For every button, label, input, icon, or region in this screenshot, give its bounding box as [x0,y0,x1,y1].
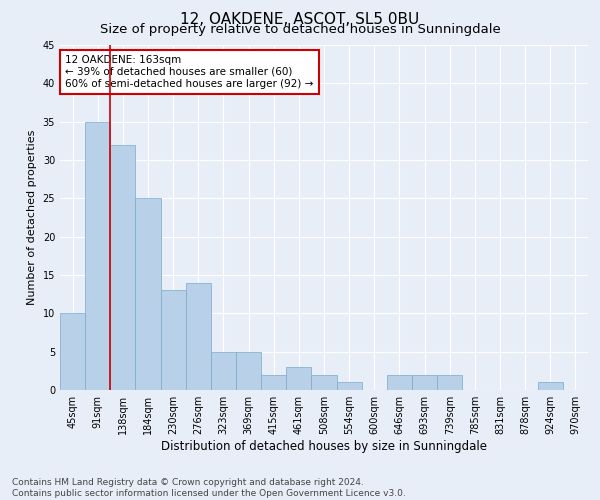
Bar [211,352,236,390]
X-axis label: Distribution of detached houses by size in Sunningdale: Distribution of detached houses by size … [161,440,487,453]
Bar [236,352,261,390]
Bar [186,282,211,390]
Bar [311,374,337,390]
Bar [412,374,437,390]
Bar [85,122,110,390]
Bar [110,144,136,390]
Bar [136,198,161,390]
Text: Size of property relative to detached houses in Sunningdale: Size of property relative to detached ho… [100,22,500,36]
Y-axis label: Number of detached properties: Number of detached properties [27,130,37,305]
Bar [286,367,311,390]
Bar [538,382,563,390]
Bar [387,374,412,390]
Text: 12 OAKDENE: 163sqm
← 39% of detached houses are smaller (60)
60% of semi-detache: 12 OAKDENE: 163sqm ← 39% of detached hou… [65,56,314,88]
Text: 12, OAKDENE, ASCOT, SL5 0BU: 12, OAKDENE, ASCOT, SL5 0BU [181,12,419,28]
Bar [261,374,286,390]
Text: Contains HM Land Registry data © Crown copyright and database right 2024.
Contai: Contains HM Land Registry data © Crown c… [12,478,406,498]
Bar [437,374,462,390]
Bar [161,290,186,390]
Bar [337,382,362,390]
Bar [60,314,85,390]
